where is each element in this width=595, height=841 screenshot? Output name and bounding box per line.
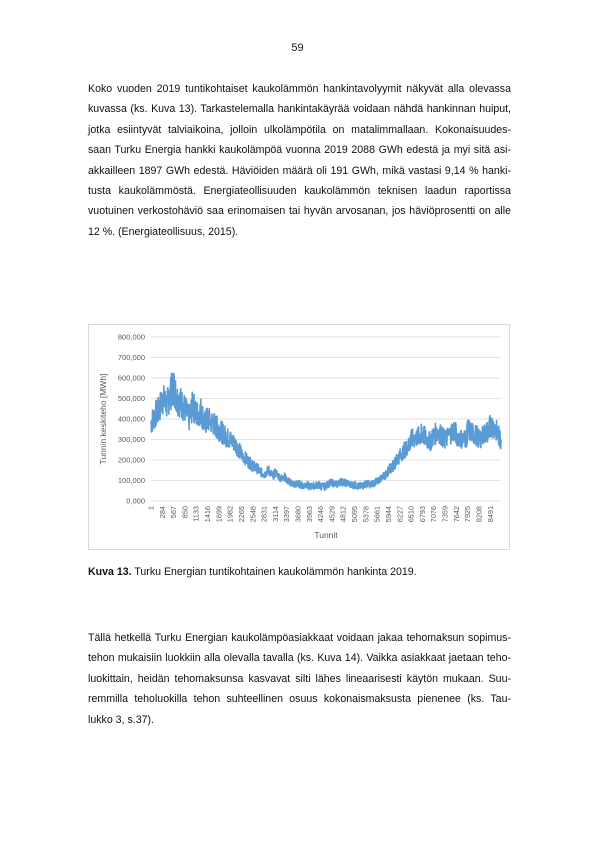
x-tick-label: 1982 [226,506,235,522]
x-tick-label: 8491 [486,506,495,522]
paragraph-line: tusta kaukolämmöstä. Energiateollisuuden… [88,185,511,198]
x-tick-label: 8208 [474,506,483,522]
page-number: 59 [291,42,304,54]
paragraph-line: Tällä hetkellä Turku Energian kaukolämpö… [88,632,511,644]
x-tick-label: 7359 [441,506,450,522]
chart-frame: 0,000 100,000 200,000 300,000 400,000 500,000… [88,324,510,550]
x-tick-label: 3114 [271,506,280,522]
x-tick-label: 2265 [237,506,246,522]
x-tick-label: 2831 [260,506,269,522]
x-tick-label: 4529 [327,506,336,522]
paragraph-line: vuotuinen verkostohäviö saa erinomaisen … [88,205,511,218]
paragraph-line: luokittain, heidän tehomaksunsa kasvavat… [88,672,511,685]
x-tick-label: 4246 [316,506,325,522]
y-tick-label: 600,000 [118,374,145,383]
x-tick-label: 1699 [214,506,223,522]
y-tick-label: 300,000 [118,435,145,444]
y-tick-label: 0,000 [126,497,145,506]
paragraph-line: 12 %. (Energiateollisuus, 2015). [88,225,239,238]
caption-label: Kuva 13. [88,566,132,578]
figure-caption: Kuva 13. Turku Energian tuntikohtainen k… [88,566,417,578]
y-tick-label: 700,000 [118,353,145,362]
x-tick-label: 3680 [294,506,303,522]
x-tick-label: 5661 [373,506,382,522]
series-line [150,372,502,491]
paragraph-line: remmilla teholuokilla tehon suhteellinen… [88,693,511,706]
x-tick-label: 567 [169,506,178,518]
x-tick-label: 4812 [339,506,348,522]
x-tick-label: 1133 [192,506,201,522]
y-tick-label: 800,000 [118,333,145,342]
paragraph-line: tehon mukaisiin luokkiin alla olevalla t… [88,652,511,665]
x-tick-label: 3963 [305,506,314,522]
x-tick-label: 5095 [350,506,359,522]
x-tick-label: 7076 [429,506,438,522]
caption-text: Turku Energian tuntikohtainen kaukolämmö… [131,566,417,578]
y-axis-title: Tunnin keskiteho [MWh] [98,374,108,465]
paragraph-line: Koko vuoden 2019 tuntikohtaiset kaukoläm… [88,83,511,95]
y-tick-label: 400,000 [118,415,145,424]
x-tick-label: 6793 [418,506,427,522]
line-chart: 0,000 100,000 200,000 300,000 400,000 500,000… [98,333,502,540]
paragraph-line: akkailleen 1897 GWh edestä. Häviöiden mä… [88,164,511,177]
x-tick-label: 7642 [452,506,461,522]
x-tick-label: 3397 [282,506,291,522]
y-tick-label: 500,000 [118,394,145,403]
x-tick-label: 2548 [248,506,257,522]
paragraph-line: kuvassa (ks. Kuva 13). Tarkastelemalla h… [88,103,511,116]
paragraph-line: jotka esiintyvät talviaikoina, jolloin u… [88,123,511,136]
x-tick-label: 1416 [203,506,212,522]
paragraph-2: Tällä hetkellä Turku Energian kaukolämpö… [88,628,511,730]
paragraph-line: saan Turku Energia hankki kaukolämpöä vu… [88,144,511,157]
x-tick-label: 850 [180,506,189,518]
y-tick-label: 100,000 [118,476,145,485]
y-tick-label: 200,000 [118,456,145,465]
x-tick-label: 6227 [395,506,404,522]
paragraph-1: Koko vuoden 2019 tuntikohtaiset kaukoläm… [88,79,511,242]
x-tick-label: 5378 [361,506,370,522]
x-tick-label: 7925 [463,506,472,522]
x-tick-label: 1 [147,506,156,510]
paragraph-line: lukko 3, s.37). [88,713,154,726]
x-tick-label: 6510 [407,506,416,522]
x-axis-title: Tunnit [314,530,338,540]
x-tick-label: 284 [158,506,167,518]
x-tick-label: 5944 [384,506,393,522]
